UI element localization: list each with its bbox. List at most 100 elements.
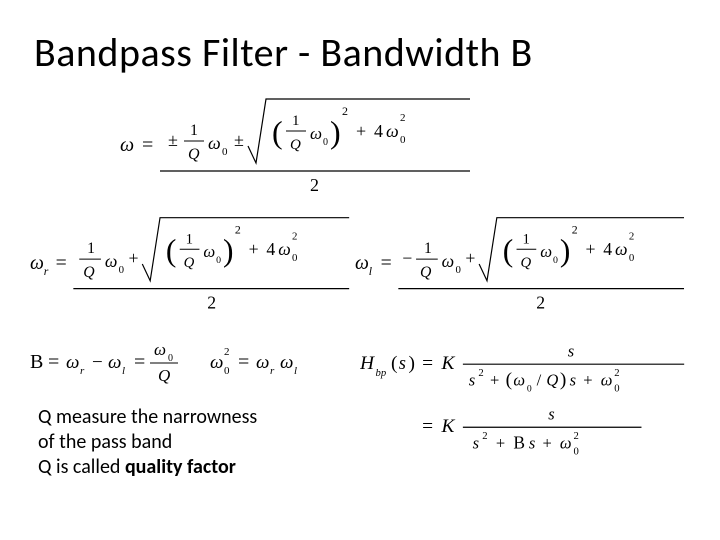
- bp: bp: [376, 367, 387, 379]
- rp-r: ): [223, 233, 234, 268]
- eq-Hbp: H bp ( s ) = K s s 2 + ( ω 0 / Q ) s + ω…: [360, 333, 690, 473]
- sub0-b: 0: [323, 137, 328, 148]
- s0-l2: 0: [553, 255, 558, 266]
- s-d2: s: [473, 434, 479, 453]
- sq-r3: 2: [292, 230, 297, 242]
- eq-B1: =: [48, 351, 59, 373]
- sq-l: 2: [572, 222, 578, 236]
- s0-w0: 0: [224, 365, 230, 377]
- plus-r2: +: [249, 239, 259, 259]
- minus-l: −: [402, 248, 412, 268]
- plus-d2b: +: [542, 434, 551, 453]
- eq-H1: =: [422, 353, 433, 374]
- s0-d1: 0: [527, 383, 532, 394]
- w0sq: ω: [210, 352, 223, 373]
- wr-B: ω: [66, 352, 79, 373]
- lp-d1: (: [506, 370, 512, 391]
- four-b: 4: [374, 121, 383, 141]
- sub0-a: 0: [222, 146, 228, 158]
- lparen-big: (: [272, 114, 283, 150]
- w0-r2: ω: [203, 242, 215, 261]
- s-H: s: [399, 353, 406, 373]
- wr-w0: ω: [256, 352, 269, 373]
- s0-r3: 0: [292, 252, 297, 264]
- row3: B = ω r − ω l = ω 0 Q ω 2 0 = ω r ω l: [30, 333, 690, 480]
- sq-r: 2: [235, 222, 241, 236]
- s0-r1: 0: [119, 264, 124, 276]
- Q-l: Q: [420, 264, 432, 281]
- eq-H2: =: [422, 416, 433, 437]
- sq-l3: 2: [629, 230, 634, 242]
- plus-d2: +: [496, 434, 505, 453]
- rp-H: ): [409, 353, 415, 374]
- s0-B: 0: [168, 353, 173, 364]
- w0-l1: ω: [442, 251, 455, 271]
- omega0-c: ω: [386, 121, 399, 141]
- pm2: ±: [234, 130, 244, 150]
- w0-d1b: ω: [601, 371, 613, 390]
- denom-2: 2: [310, 175, 319, 195]
- num1-b: 1: [292, 113, 300, 129]
- s0-l3: 0: [629, 252, 634, 264]
- sq-d2b: 2: [574, 430, 579, 442]
- one-l2: 1: [523, 231, 530, 247]
- s-d1: s: [469, 371, 475, 390]
- note-line3b: quality factor: [125, 455, 236, 479]
- omega-r: ω: [30, 252, 44, 274]
- symbol-omega: ω: [120, 134, 134, 156]
- Q-r: Q: [83, 264, 95, 281]
- eq-w0sq: =: [238, 351, 249, 373]
- rparen-big: ): [330, 114, 341, 150]
- note-line1: Q measure the narrowness: [38, 405, 318, 430]
- sub-l: l: [369, 264, 373, 278]
- w0-l2: ω: [540, 242, 552, 261]
- omega0-a: ω: [208, 133, 221, 153]
- eq-B-and-w0sq: B = ω r − ω l = ω 0 Q ω 2 0 = ω r ω l: [30, 333, 360, 393]
- lp-H: (: [391, 353, 397, 374]
- Q-r2: Q: [184, 255, 195, 271]
- w0-l3: ω: [615, 239, 628, 259]
- w0-r1: ω: [105, 251, 118, 271]
- slide: Bandpass Filter - Bandwidth B ω = 2 ± 1 …: [0, 0, 720, 540]
- one-l: 1: [424, 240, 432, 257]
- eq-r: =: [56, 252, 67, 274]
- minus-B: −: [92, 352, 103, 373]
- Q-B: Q: [158, 366, 170, 385]
- K2: K: [441, 416, 456, 437]
- sub-r: r: [44, 264, 49, 278]
- pm1: ±: [168, 130, 178, 150]
- eq-B2: =: [134, 351, 145, 373]
- denom2-l: 2: [536, 292, 545, 312]
- symbol-eq: =: [142, 134, 153, 156]
- w0-d2: ω: [560, 434, 572, 453]
- plus-l2: +: [586, 239, 596, 259]
- sq-d1: 2: [478, 367, 483, 379]
- sq-w0: 2: [224, 346, 230, 358]
- eq-omega-r-l-row: ω r = 2 1 Q ω 0 + ( 1 Q ω 0 ) 2 + 4 ω 2 …: [30, 209, 690, 319]
- s0-l1: 0: [456, 264, 461, 276]
- w0-B: ω: [154, 340, 166, 359]
- notes-block: Q measure the narrowness of the pass ban…: [38, 405, 318, 480]
- eq-omega-r: ω r = 2 1 Q ω 0 + ( 1 Q ω 0 ) 2 + 4 ω 2 …: [30, 209, 355, 319]
- slash-d1: /: [537, 371, 542, 390]
- sq-b: 2: [342, 104, 348, 118]
- Bsym: B: [30, 351, 43, 373]
- wl-w0: ω: [280, 352, 293, 373]
- B-d2: B: [513, 433, 525, 453]
- four-l: 4: [603, 239, 612, 259]
- eq-l: =: [381, 252, 392, 274]
- sr-B: r: [80, 365, 85, 377]
- omega0-b: ω: [310, 124, 322, 143]
- rp-l: ): [560, 233, 571, 268]
- w0-r3: ω: [278, 239, 291, 259]
- s-d2b: s: [529, 434, 535, 453]
- note-line3a: Q is called: [38, 455, 125, 479]
- s0-r2: 0: [216, 255, 221, 266]
- s-num2: s: [548, 405, 554, 424]
- num-1: 1: [190, 122, 198, 139]
- sq-d2: 2: [482, 430, 487, 442]
- four-r: 4: [266, 239, 275, 259]
- w0-d1: ω: [513, 371, 525, 390]
- s-d1b: s: [570, 371, 576, 390]
- lp-r: (: [166, 233, 177, 268]
